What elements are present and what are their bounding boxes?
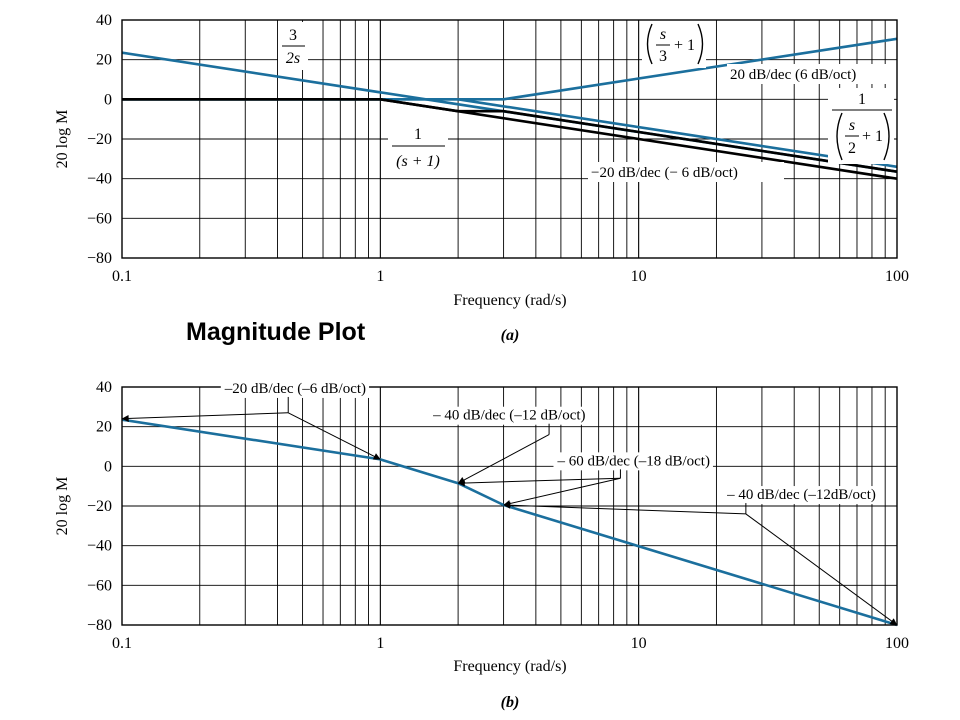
fraction-numerator: 1 <box>414 126 422 143</box>
annotation-arrow <box>745 513 898 626</box>
chart-a-x-ticks: 0.1 1 10 100 <box>112 268 909 285</box>
slope-label-text: – 60 dB/dec (–18 dB/oct) <box>556 453 709 469</box>
chart-a-xlabel: Frequency (rad/s) <box>453 292 566 309</box>
chart-b-xlabel: Frequency (rad/s) <box>453 658 566 675</box>
right-paren <box>697 23 704 65</box>
chart-b-caption: (b) <box>501 694 520 711</box>
fraction-denominator: (s + 1) <box>396 153 440 170</box>
series-line-5 <box>122 98 898 173</box>
x-tick-label: 0.1 <box>112 268 132 285</box>
fraction-tail: + 1 <box>674 37 695 54</box>
slope-label-minus-20: −20 dB/dec (− 6 dB/oct) <box>588 162 784 182</box>
x-tick-label: 0.1 <box>112 635 132 652</box>
y-tick-label: 0 <box>104 91 112 108</box>
slope-label-text: −20 dB/dec (− 6 dB/oct) <box>591 165 738 181</box>
inner-numerator: s <box>849 117 855 134</box>
fraction-3-over-2s: 3 2s <box>278 22 308 70</box>
annotation-arrow <box>457 477 621 487</box>
annotation-arrow <box>457 434 550 484</box>
chart-b-series <box>121 418 898 627</box>
fraction-1-over-s-plus-1: 1 (s + 1) <box>388 124 448 172</box>
chart-a: 40 20 0 −20 −40 −60 −80 0.1 1 10 100 Frequency (r… <box>54 12 909 344</box>
slope-label-text: –20 dB/dec (–6 dB/oct) <box>224 381 366 397</box>
y-tick-label: −40 <box>87 171 112 188</box>
label-backdrop <box>642 22 706 68</box>
right-paren <box>883 112 890 161</box>
fraction-tail: + 1 <box>862 128 883 145</box>
slope-label-plus-20: 20 dB/dec (6 dB/oct) <box>727 64 895 84</box>
label-backdrop <box>388 124 448 172</box>
chart-a-y-ticks: 40 20 0 −20 −40 −60 −80 <box>87 12 112 267</box>
paren-fraction-s-over-3-plus-1: s 3 + 1 <box>642 22 706 68</box>
annotation-arrow <box>121 412 289 422</box>
annotation-arrow <box>503 477 621 507</box>
y-tick-label: 40 <box>96 379 112 396</box>
y-tick-label: 40 <box>96 12 112 29</box>
fraction-denominator: 2s <box>286 50 300 67</box>
arrow-annotation-3: – 60 dB/dec (–18 dB/oct) <box>457 452 713 507</box>
left-paren <box>836 112 843 161</box>
chart-a-ylabel: 20 log M <box>54 110 71 169</box>
label-backdrop <box>727 64 895 84</box>
chart-a-series <box>121 37 898 180</box>
y-tick-label: −80 <box>87 617 112 634</box>
chart-b-annotations: –20 dB/dec (–6 dB/oct) – 40 dB/dec (–12 d… <box>121 379 898 626</box>
y-tick-label: 0 <box>104 458 112 475</box>
x-tick-label: 100 <box>885 268 909 285</box>
y-tick-label: −20 <box>87 131 112 148</box>
chart-b-x-ticks: 0.1 1 10 100 <box>112 635 909 652</box>
slope-label-text: – 40 dB/dec (–12dB/oct) <box>726 487 876 503</box>
arrow-annotation-2: – 40 dB/dec (–12 dB/oct) <box>429 406 589 484</box>
fraction-numerator: 3 <box>289 27 297 44</box>
series-line-1 <box>121 418 898 627</box>
x-tick-label: 100 <box>885 635 909 652</box>
y-tick-label: −60 <box>87 577 112 594</box>
y-tick-label: −20 <box>87 498 112 515</box>
arrow-annotation-1: –20 dB/dec (–6 dB/oct) <box>121 379 381 460</box>
chart-a-caption: (a) <box>501 327 520 344</box>
y-tick-label: −40 <box>87 538 112 555</box>
chart-a-annotations: 3 2s 1 (s + 1) s 3 + 1 20 dB/d <box>278 22 895 182</box>
fraction-numerator: 1 <box>858 91 866 108</box>
slope-label-text: – 40 dB/dec (–12 dB/oct) <box>432 408 585 424</box>
slope-label-text: 20 dB/dec (6 dB/oct) <box>730 67 856 83</box>
left-paren <box>646 23 653 65</box>
chart-b-ylabel: 20 log M <box>54 477 71 536</box>
annotation-arrow <box>287 412 381 460</box>
annotation-arrow <box>503 501 746 515</box>
label-backdrop <box>429 406 589 425</box>
chart-a-frame <box>121 19 898 259</box>
x-tick-label: 1 <box>376 268 384 285</box>
label-backdrop <box>723 486 879 505</box>
label-backdrop <box>220 379 370 398</box>
inner-denominator: 2 <box>848 140 856 157</box>
label-backdrop <box>553 452 713 471</box>
y-tick-label: 20 <box>96 419 112 436</box>
chart-b-y-ticks: 40 20 0 −20 −40 −60 −80 <box>87 379 112 634</box>
x-tick-label: 1 <box>376 635 384 652</box>
chart-b: 40 20 0 −20 −40 −60 −80 0.1 1 10 100 Frequency (r… <box>54 379 909 711</box>
x-tick-label: 10 <box>631 268 647 285</box>
fraction-numerator: s <box>660 26 666 43</box>
y-tick-label: −60 <box>87 210 112 227</box>
y-tick-label: 20 <box>96 52 112 69</box>
label-backdrop <box>588 162 784 182</box>
y-tick-label: −80 <box>87 250 112 267</box>
x-tick-label: 10 <box>631 635 647 652</box>
series-line-3 <box>122 98 898 169</box>
figure-title: Magnitude Plot <box>186 318 366 346</box>
chart-b-frame <box>121 386 898 626</box>
arrow-annotation-4: – 40 dB/dec (–12dB/oct) <box>503 486 898 626</box>
nested-fraction-1-over-s-over-2-plus-1: 1 s 2 + 1 <box>828 88 894 164</box>
fraction-denominator: 3 <box>659 48 667 65</box>
